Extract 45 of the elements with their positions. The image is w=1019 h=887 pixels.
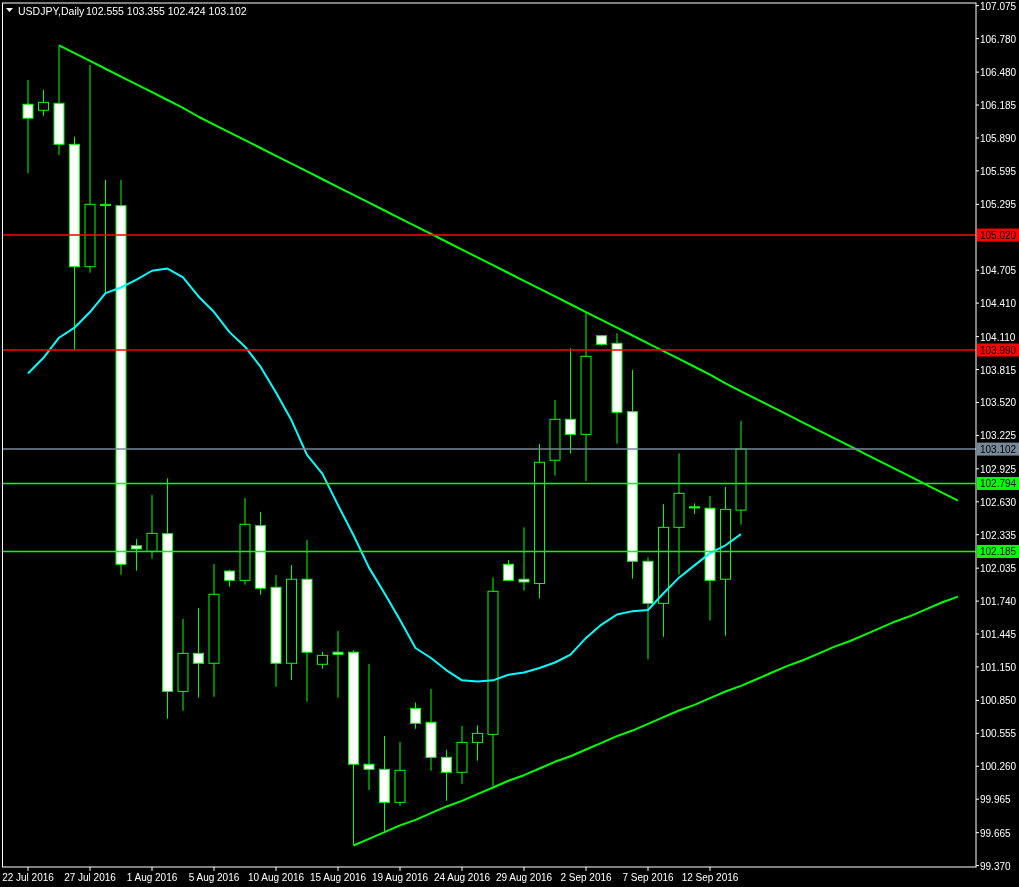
chart-subtitle: 102.555 103.355 102.424 103.102 bbox=[86, 5, 247, 17]
x-tick-label: 2 Sep 2016 bbox=[560, 872, 613, 883]
y-tick-label: 106.780 bbox=[980, 33, 1017, 45]
y-tick-label: 107.075 bbox=[980, 0, 1017, 12]
x-tick-label: 27 Jul 2016 bbox=[64, 872, 117, 883]
y-tick-label: 101.445 bbox=[980, 629, 1017, 641]
y-tick-label: 99.965 bbox=[980, 794, 1012, 806]
y-tick-label: 101.150 bbox=[980, 661, 1017, 673]
ref-line-label: 102.185 bbox=[980, 546, 1017, 558]
y-tick-label: 103.815 bbox=[980, 364, 1017, 376]
y-tick-label: 105.295 bbox=[980, 199, 1017, 211]
y-tick-label: 104.410 bbox=[980, 298, 1017, 310]
y-tick-label: 102.035 bbox=[980, 563, 1017, 575]
x-tick-label: 5 Aug 2016 bbox=[188, 872, 240, 883]
y-tick-label: 102.925 bbox=[980, 463, 1017, 475]
y-tick-label: 101.740 bbox=[980, 596, 1017, 608]
x-tick-label: 19 Aug 2016 bbox=[371, 872, 429, 883]
x-tick-label: 24 Aug 2016 bbox=[433, 872, 491, 883]
y-tick-label: 102.335 bbox=[980, 529, 1017, 541]
y-tick-label: 106.480 bbox=[980, 67, 1017, 79]
x-tick-label: 12 Sep 2016 bbox=[681, 872, 739, 883]
y-tick-label: 100.555 bbox=[980, 728, 1017, 740]
x-tick-label: 29 Aug 2016 bbox=[495, 872, 553, 883]
y-tick-label: 104.110 bbox=[980, 331, 1016, 343]
y-tick-label: 103.520 bbox=[980, 397, 1017, 409]
ref-line-label: 105.020 bbox=[980, 230, 1017, 242]
y-tick-label: 106.185 bbox=[980, 100, 1017, 112]
y-tick-label: 102.630 bbox=[980, 496, 1017, 508]
y-tick-label: 100.260 bbox=[980, 761, 1017, 773]
ref-line-label: 102.794 bbox=[980, 478, 1017, 490]
chart-title: USDJPY,Daily bbox=[18, 5, 86, 17]
y-tick-label: 100.850 bbox=[980, 695, 1017, 707]
x-tick-label: 22 Jul 2016 bbox=[2, 872, 55, 883]
y-tick-label: 99.665 bbox=[980, 827, 1012, 839]
x-tick-label: 10 Aug 2016 bbox=[247, 872, 305, 883]
y-tick-label: 105.890 bbox=[980, 132, 1017, 144]
y-tick-label: 105.595 bbox=[980, 165, 1017, 177]
ref-line-label: 103.102 bbox=[980, 444, 1017, 456]
x-tick-label: 15 Aug 2016 bbox=[309, 872, 367, 883]
x-tick-label: 1 Aug 2016 bbox=[126, 872, 178, 883]
y-tick-label: 104.705 bbox=[980, 265, 1017, 277]
y-tick-label: 99.370 bbox=[980, 860, 1012, 872]
x-tick-label: 7 Sep 2016 bbox=[622, 872, 675, 883]
y-tick-label: 103.225 bbox=[980, 430, 1017, 442]
ref-line-label: 103.990 bbox=[980, 344, 1017, 356]
